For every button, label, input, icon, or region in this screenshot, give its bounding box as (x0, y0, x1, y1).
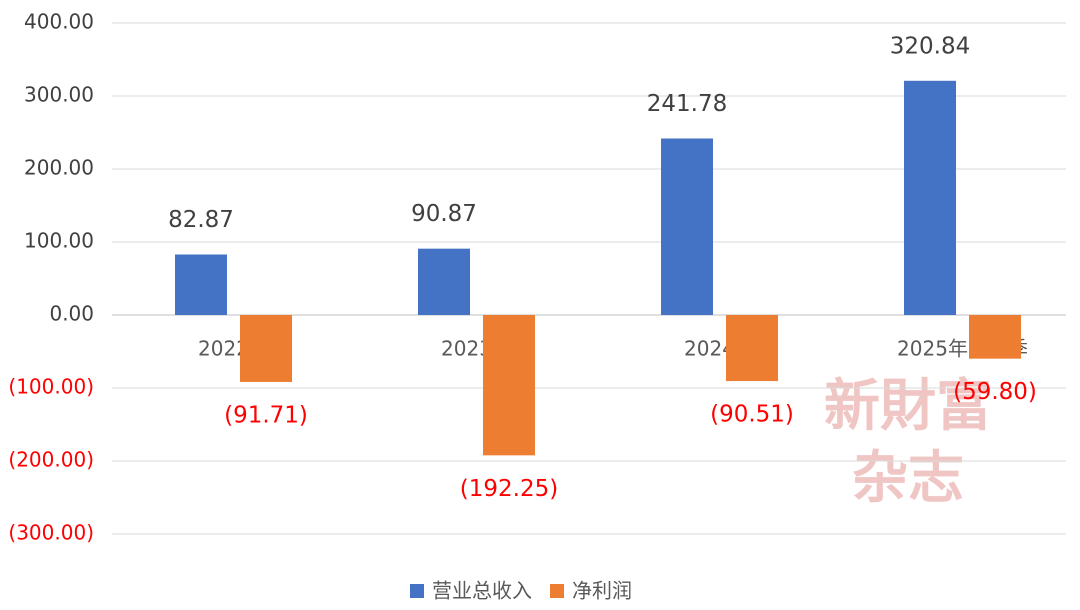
bar (726, 315, 778, 382)
y-tick-label: 0.00 (49, 302, 94, 326)
y-tick-label: (300.00) (8, 521, 94, 545)
legend-label: 营业总收入 (432, 579, 532, 603)
data-label: 241.78 (647, 91, 727, 117)
data-label: (91.71) (224, 402, 308, 428)
legend-swatch (550, 584, 564, 598)
bar (483, 315, 535, 456)
data-label: 320.84 (890, 33, 970, 59)
data-label: 82.87 (168, 207, 234, 233)
bar (969, 315, 1021, 359)
bar (240, 315, 292, 382)
y-tick-label: 100.00 (24, 229, 94, 253)
data-label: 90.87 (411, 201, 477, 227)
bar (418, 248, 470, 315)
y-tick-label: 200.00 (24, 156, 94, 180)
bar (175, 254, 227, 315)
bar (904, 80, 956, 315)
data-label: (192.25) (460, 476, 558, 502)
y-tick-label: 400.00 (24, 10, 94, 34)
legend-swatch (410, 584, 424, 598)
y-tick-label: (100.00) (8, 375, 94, 399)
y-tick-label: (200.00) (8, 448, 94, 472)
watermark: 新財富 (824, 374, 992, 439)
y-tick-label: 300.00 (24, 83, 94, 107)
legend-label: 净利润 (572, 579, 632, 603)
data-label: (59.80) (953, 379, 1037, 405)
watermark: 杂志 (852, 446, 964, 511)
data-label: (90.51) (710, 402, 794, 428)
bar (661, 138, 713, 315)
